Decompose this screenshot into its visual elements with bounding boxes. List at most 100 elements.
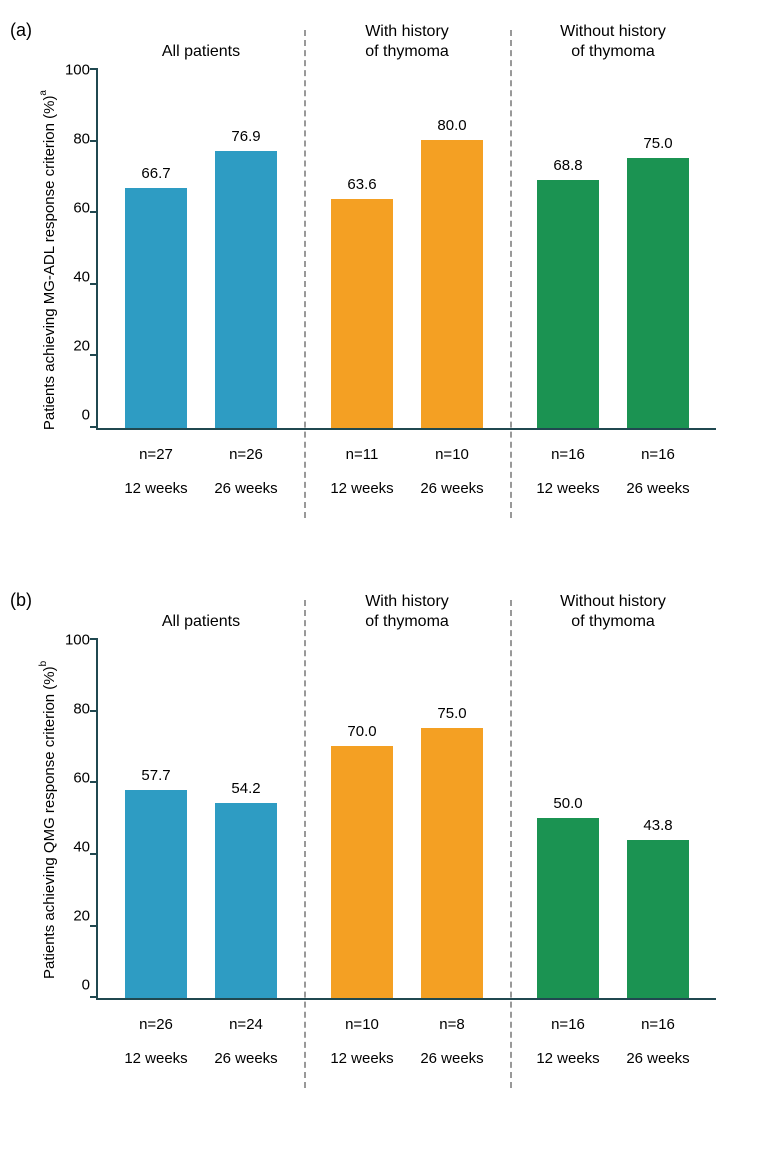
bar-value-label: 43.8 [643, 817, 672, 834]
bar-n-label: n=11 [346, 446, 379, 463]
bar-n-label: n=27 [139, 446, 173, 463]
bar-n-label: n=10 [345, 1016, 379, 1033]
group: Without historyof thymoma50.0n=1612 week… [510, 640, 716, 998]
y-tick-mark [90, 140, 98, 142]
bar [125, 790, 187, 998]
bar-value-label: 50.0 [553, 795, 582, 812]
panel-label: (a) [10, 20, 32, 41]
y-tick-label: 0 [62, 978, 90, 993]
bar-value-label: 75.0 [437, 705, 466, 722]
group-title: All patients [98, 612, 304, 632]
bar-week-label: 26 weeks [626, 480, 689, 497]
bar-slot: 70.0n=1012 weeks [331, 640, 393, 998]
group: Without historyof thymoma68.8n=1612 week… [510, 70, 716, 428]
bar-n-label: n=8 [439, 1016, 464, 1033]
y-ticks: 100806040200 [62, 70, 96, 430]
panel-b: (b) Patients achieving QMG response crite… [10, 590, 749, 1090]
bar [537, 818, 599, 998]
bar [331, 199, 393, 428]
bar [331, 746, 393, 998]
bar-slot: 80.0n=1026 weeks [421, 70, 483, 428]
y-axis-label-text: Patients achieving QMG response criterio… [41, 667, 58, 980]
bar-n-label: n=26 [139, 1016, 173, 1033]
group-title-line1: With history [304, 22, 510, 42]
group-title-line1: All patients [98, 42, 304, 62]
bar [125, 188, 187, 428]
y-tick-mark [90, 710, 98, 712]
bar-slot: 50.0n=1612 weeks [537, 640, 599, 998]
bar [537, 180, 599, 428]
plot-area: All patients66.7n=2712 weeks76.9n=2626 w… [96, 70, 716, 430]
bar-value-label: 54.2 [231, 780, 260, 797]
y-tick-mark [90, 68, 98, 70]
bar-slot: 66.7n=2712 weeks [125, 70, 187, 428]
chart-wrap: Patients achieving QMG response criterio… [38, 640, 749, 1000]
group-title: All patients [98, 42, 304, 62]
bar [215, 151, 277, 428]
group-title-line1: Without history [510, 22, 716, 42]
group-title: With historyof thymoma [304, 22, 510, 62]
bar-week-label: 12 weeks [536, 1050, 599, 1067]
y-tick-label: 40 [62, 270, 90, 285]
bar-value-label: 76.9 [231, 128, 260, 145]
bar-n-label: n=16 [551, 446, 585, 463]
y-tick-label: 20 [62, 339, 90, 354]
bar-week-label: 26 weeks [626, 1050, 689, 1067]
panel-a: (a) Patients achieving MG-ADL response cr… [10, 20, 749, 540]
y-axis-label-sup: a [38, 90, 49, 96]
bar-value-label: 66.7 [141, 165, 170, 182]
bar-n-label: n=16 [641, 1016, 675, 1033]
bar-value-label: 70.0 [347, 723, 376, 740]
y-tick-mark [90, 426, 98, 428]
group: All patients57.7n=2612 weeks54.2n=2426 w… [98, 640, 304, 998]
panel-label: (b) [10, 590, 32, 611]
bar-slot: 63.6n=1112 weeks [331, 70, 393, 428]
bar-slot: 57.7n=2612 weeks [125, 640, 187, 998]
bar-value-label: 75.0 [643, 135, 672, 152]
group: With historyof thymoma70.0n=1012 weeks75… [304, 640, 510, 998]
bar-n-label: n=10 [435, 446, 469, 463]
bar-value-label: 63.6 [347, 176, 376, 193]
bar-value-label: 80.0 [437, 117, 466, 134]
bar-n-label: n=26 [229, 446, 263, 463]
group: All patients66.7n=2712 weeks76.9n=2626 w… [98, 70, 304, 428]
bar-slot: 68.8n=1612 weeks [537, 70, 599, 428]
group-title: Without historyof thymoma [510, 22, 716, 62]
bar-week-label: 12 weeks [124, 480, 187, 497]
y-tick-mark [90, 781, 98, 783]
y-tick-mark [90, 638, 98, 640]
bar-n-label: n=16 [641, 446, 675, 463]
y-tick-mark [90, 925, 98, 927]
bar-slot: 76.9n=2626 weeks [215, 70, 277, 428]
y-tick-label: 60 [62, 201, 90, 216]
group-title-line2: of thymoma [510, 612, 716, 632]
bar-week-label: 26 weeks [420, 1050, 483, 1067]
y-axis-label-sup: b [38, 661, 49, 667]
y-tick-mark [90, 853, 98, 855]
group-title: Without historyof thymoma [510, 592, 716, 632]
bar-value-label: 57.7 [141, 767, 170, 784]
y-tick-mark [90, 211, 98, 213]
groups-container: All patients66.7n=2712 weeks76.9n=2626 w… [98, 70, 716, 428]
bar [421, 728, 483, 998]
y-axis-label-text: Patients achieving MG-ADL response crite… [41, 96, 58, 431]
group-title-line1: Without history [510, 592, 716, 612]
chart-wrap: Patients achieving MG-ADL response crite… [38, 70, 749, 450]
bar-slot: 75.0n=1626 weeks [627, 70, 689, 428]
y-tick-mark [90, 283, 98, 285]
y-tick-mark [90, 996, 98, 998]
y-tick-label: 80 [62, 132, 90, 147]
bar-week-label: 12 weeks [330, 480, 393, 497]
bar-slot: 43.8n=1626 weeks [627, 640, 689, 998]
group-title-line1: With history [304, 592, 510, 612]
y-tick-label: 40 [62, 840, 90, 855]
bar-n-label: n=16 [551, 1016, 585, 1033]
y-tick-mark [90, 354, 98, 356]
bar-slot: 54.2n=2426 weeks [215, 640, 277, 998]
y-tick-label: 60 [62, 771, 90, 786]
y-tick-label: 100 [62, 63, 90, 78]
y-ticks: 100806040200 [62, 640, 96, 1000]
group-title-line1: All patients [98, 612, 304, 632]
bar-value-label: 68.8 [553, 157, 582, 174]
bar [627, 158, 689, 428]
